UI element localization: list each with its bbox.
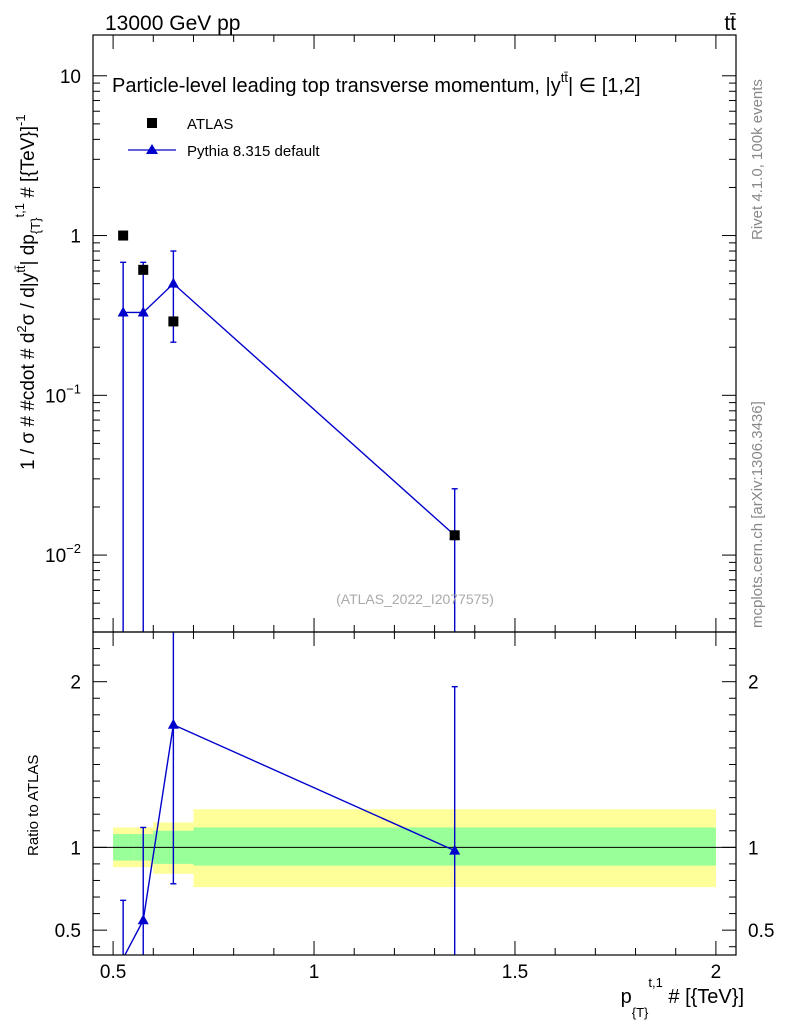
ratio-point bbox=[449, 844, 461, 855]
y-tick-label-exp: −2 bbox=[66, 541, 81, 556]
pythia-point bbox=[117, 306, 129, 317]
legend-label-pythia: Pythia 8.315 default bbox=[187, 143, 320, 160]
ratio-ylabel: Ratio to ATLAS bbox=[25, 755, 42, 856]
ylabel-h: # [{TeV}] bbox=[18, 126, 39, 203]
ratio-y-tick-label-right: 2 bbox=[748, 673, 759, 694]
pythia-line bbox=[123, 282, 456, 536]
xlabel-c: t,1 bbox=[648, 975, 662, 990]
ylabel-f: {T} bbox=[28, 217, 43, 234]
y-tick-label: 10−2 bbox=[45, 541, 81, 567]
y-tick-label: 10 bbox=[60, 67, 81, 88]
watermark: (ATLAS_2022_I2077575) bbox=[336, 591, 494, 607]
pythia-point bbox=[137, 306, 149, 317]
ratio-frame bbox=[92, 631, 737, 956]
y-tick-label-exp: −1 bbox=[66, 381, 81, 396]
ratio-point bbox=[167, 718, 179, 729]
ratio-y-tick-label: 2 bbox=[70, 673, 81, 694]
y-tick-label-base: 10 bbox=[45, 386, 66, 407]
y-tick-label-base: 10 bbox=[60, 67, 81, 88]
ylabel-d: tt̄ bbox=[13, 265, 28, 273]
main-title-text: Particle-level leading top transverse mo… bbox=[112, 75, 561, 97]
main-title-suffix: | ∈ [1,2] bbox=[568, 75, 641, 97]
legend-marker-atlas bbox=[147, 118, 157, 128]
atlas-point bbox=[449, 530, 460, 541]
ratio-marks bbox=[120, 632, 461, 955]
ratio-y-tick-label-right: 1 bbox=[748, 838, 759, 859]
main-ylabel: 1 / σ # #cdot # d2σ / d|ytt̄| dp{T}t,1 #… bbox=[12, 114, 43, 470]
atlas-point bbox=[118, 230, 129, 241]
mcplots-label: mcplots.cern.ch [arXiv:1306.3436] bbox=[749, 401, 766, 628]
ratio-point bbox=[137, 914, 149, 925]
atlas-point bbox=[168, 316, 179, 327]
y-tick-label-base: 10 bbox=[45, 546, 66, 567]
y-tick-label: 1 bbox=[70, 227, 81, 248]
x-tick-label: 2 bbox=[711, 962, 722, 983]
ylabel-c: σ / d|y bbox=[18, 272, 39, 325]
legend: ATLAS Pythia 8.315 default bbox=[128, 116, 320, 160]
ratio-y-tick-label: 1 bbox=[70, 838, 81, 859]
x-tick-label: 1 bbox=[309, 962, 320, 983]
x-tick-label: 0.5 bbox=[100, 962, 126, 983]
ylabel-a: 1 / σ # #cdot # d bbox=[18, 333, 39, 470]
main-title-sup: tt̄ bbox=[561, 70, 569, 85]
y-tick-label-base: 1 bbox=[70, 227, 81, 248]
ylabel-b: 2 bbox=[14, 325, 29, 332]
xlabel-b: {T} bbox=[632, 1005, 649, 1020]
ratio-line bbox=[124, 723, 455, 955]
ratio-xlabel: p{T} t,1 # [{TeV}] bbox=[621, 975, 744, 1020]
header-right: tt̄ bbox=[724, 12, 736, 35]
pythia-point bbox=[167, 277, 179, 288]
xlabel-a: p bbox=[621, 986, 632, 1008]
ratio-y-tick-label-right: 0.5 bbox=[748, 921, 774, 942]
ylabel-i: -1 bbox=[13, 114, 28, 126]
xlabel-d: # [{TeV}] bbox=[663, 986, 744, 1008]
ratio-panel: 0.5 0.5 1 1 2 2 0.5 1 1.5 2 Ratio to ATLAS p{T} t,… bbox=[25, 631, 774, 1020]
ylabel-e: | dp bbox=[18, 234, 39, 265]
header-left: 13000 GeV pp bbox=[105, 12, 240, 35]
atlas-point bbox=[138, 264, 149, 275]
main-marks bbox=[117, 230, 461, 632]
ylabel-g: t,1 bbox=[12, 203, 27, 217]
main-title: Particle-level leading top transverse mo… bbox=[112, 70, 641, 97]
y-tick-label: 10−1 bbox=[45, 381, 81, 407]
legend-label-atlas: ATLAS bbox=[187, 116, 233, 133]
x-tick-label: 1.5 bbox=[502, 962, 528, 983]
rivet-label: Rivet 4.1.0, 100k events bbox=[749, 79, 766, 240]
legend-marker-pythia bbox=[146, 144, 158, 154]
ratio-y-tick-label: 0.5 bbox=[55, 921, 81, 942]
ratio-bands bbox=[93, 809, 736, 888]
ratio-ticks: 0.5 0.5 1 1 2 2 0.5 1 1.5 2 bbox=[55, 631, 774, 983]
